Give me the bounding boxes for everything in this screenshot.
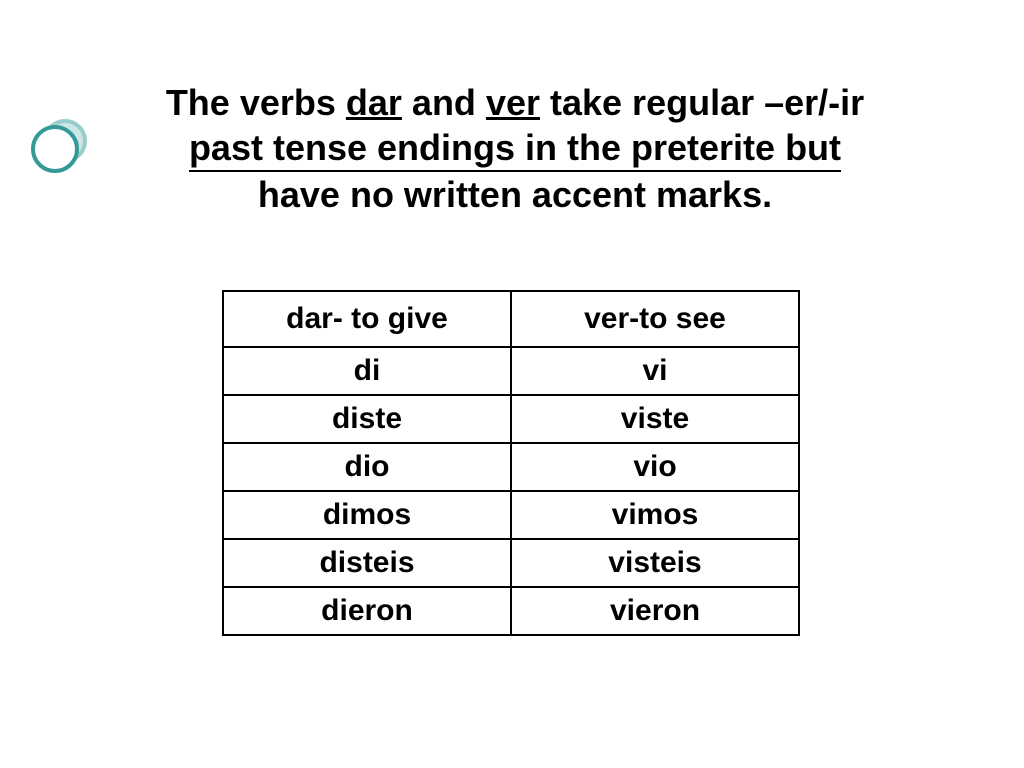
title-text-3: take regular –er/-ir: [540, 82, 864, 123]
cell-ver-vos: visteis: [511, 539, 799, 587]
table-row: dio vio: [223, 443, 799, 491]
title-text-2: and: [402, 82, 486, 123]
title-line-3: have no written accent marks.: [258, 174, 772, 215]
table-row: dieron vieron: [223, 587, 799, 635]
cell-dar-nos: dimos: [223, 491, 511, 539]
cell-ver-ellos: vieron: [511, 587, 799, 635]
title-text-1: The verbs: [166, 82, 346, 123]
table-row: disteis visteis: [223, 539, 799, 587]
title-verb-dar: dar: [346, 82, 402, 123]
table-row: di vi: [223, 347, 799, 395]
cell-dar-vos: disteis: [223, 539, 511, 587]
conjugation-table: dar- to give ver-to see di vi diste vist…: [222, 290, 800, 636]
cell-dar-el: dio: [223, 443, 511, 491]
slide-title: The verbs dar and ver take regular –er/-…: [80, 80, 950, 217]
title-line-2: past tense endings in the preterite but: [189, 125, 841, 172]
col-header-dar: dar- to give: [223, 291, 511, 347]
title-verb-ver: ver: [486, 82, 540, 123]
cell-ver-nos: vimos: [511, 491, 799, 539]
cell-dar-tu: diste: [223, 395, 511, 443]
cell-ver-el: vio: [511, 443, 799, 491]
cell-dar-ellos: dieron: [223, 587, 511, 635]
col-header-ver: ver-to see: [511, 291, 799, 347]
table-row: diste viste: [223, 395, 799, 443]
table-header-row: dar- to give ver-to see: [223, 291, 799, 347]
cell-ver-yo: vi: [511, 347, 799, 395]
cell-dar-yo: di: [223, 347, 511, 395]
table-row: dimos vimos: [223, 491, 799, 539]
cell-ver-tu: viste: [511, 395, 799, 443]
